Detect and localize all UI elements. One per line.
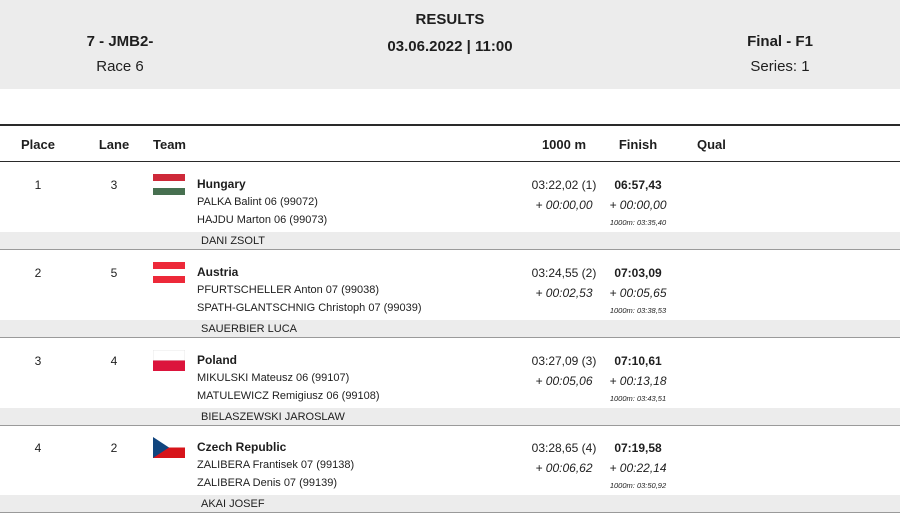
coach-name: AKAI JOSEF [201,498,265,510]
coach-name: SAUERBIER LUCA [201,323,297,335]
table-row: 2 5 Austria PFURTSCHELLER Anton 07 (9903… [0,250,900,338]
finish-split-time: 1000m: 03:35,40 [609,218,667,227]
team-country: Hungary [197,177,246,191]
crew-member: ZALIBERA Denis 07 (99139) [197,477,338,489]
lane: 4 [110,354,118,368]
finish-split-time: 1000m: 03:43,51 [609,394,667,403]
place: 4 [34,441,42,455]
team-country: Poland [197,353,238,367]
column-header-split: 1000 m [541,137,587,152]
finish-difference: + 00:05,65 [609,286,667,300]
coach-band: BIELASZEWSKI JAROSLAW [0,408,900,426]
team-country: Austria [197,265,239,279]
flag-czech-republic-icon [153,437,185,458]
flag-hungary-icon [153,174,185,195]
coach-band: SAUERBIER LUCA [0,320,900,338]
page-title: RESULTS [415,11,485,28]
crew-member: ZALIBERA Frantisek 07 (99138) [197,459,355,471]
series-name: Series: 1 [750,58,810,75]
finish-difference: + 00:13,18 [609,374,667,388]
coach-band: DANI ZSOLT [0,232,900,250]
finish-difference: + 00:00,00 [609,198,667,212]
lane: 5 [110,266,118,280]
column-header-place: Place [21,137,55,152]
crew-member: HAJDU Marton 06 (99073) [197,214,328,226]
finish-time: 07:19,58 [614,441,662,455]
split-time: 03:24,55 (2) [531,266,597,280]
split-difference: + 00:06,62 [535,461,593,475]
crew-member: SPATH-GLANTSCHNIG Christoph 07 (99039) [197,302,422,314]
crew-member: MATULEWICZ Remigiusz 06 (99108) [197,390,380,402]
split-time: 03:27,09 (3) [531,354,597,368]
event-name: 7 - JMB2- [86,33,154,50]
split-difference: + 00:02,53 [535,286,593,300]
split-difference: + 00:00,00 [535,198,593,212]
column-header-team: Team [153,137,186,152]
coach-name: DANI ZSOLT [201,235,265,247]
final-name: Final - F1 [747,33,813,50]
flag-austria-icon [153,262,185,283]
flag-poland-icon [153,350,185,371]
race-date-time: 03.06.2022 | 11:00 [387,38,513,55]
finish-time: 07:03,09 [614,266,662,280]
finish-split-time: 1000m: 03:50,92 [609,481,667,490]
column-header-finish: Finish [618,137,658,152]
finish-difference: + 00:22,14 [609,461,667,475]
table-row: 1 3 Hungary PALKA Balint 06 (99072) HAJD… [0,162,900,250]
place: 3 [34,354,42,368]
split-time: 03:22,02 (1) [531,178,597,192]
lane: 2 [110,441,118,455]
lane: 3 [110,178,118,192]
table-header-top-rule [0,124,900,126]
coach-band: AKAI JOSEF [0,495,900,513]
table-row: 4 2 Czech Republic ZALIBERA Frantisek 07… [0,425,900,513]
split-difference: + 00:05,06 [535,374,593,388]
finish-time: 07:10,61 [614,354,662,368]
finish-time: 06:57,43 [614,178,662,192]
coach-name: BIELASZEWSKI JAROSLAW [201,411,345,423]
column-header-qual: Qual [697,137,726,152]
race-name: Race 6 [96,58,144,75]
crew-member: PALKA Balint 06 (99072) [197,196,318,208]
finish-split-time: 1000m: 03:38,53 [609,306,667,315]
table-row: 3 4 Poland MIKULSKI Mateusz 06 (99107) M… [0,338,900,426]
place: 2 [34,266,42,280]
place: 1 [34,178,42,192]
table-header-bottom-rule [0,161,900,162]
crew-member: PFURTSCHELLER Anton 07 (99038) [197,284,379,296]
results-header: 7 - JMB2- Race 6 RESULTS 03.06.2022 | 11… [0,0,900,89]
split-time: 03:28,65 (4) [531,441,597,455]
column-header-lane: Lane [98,137,130,152]
team-country: Czech Republic [197,440,287,454]
crew-member: MIKULSKI Mateusz 06 (99107) [197,372,350,384]
